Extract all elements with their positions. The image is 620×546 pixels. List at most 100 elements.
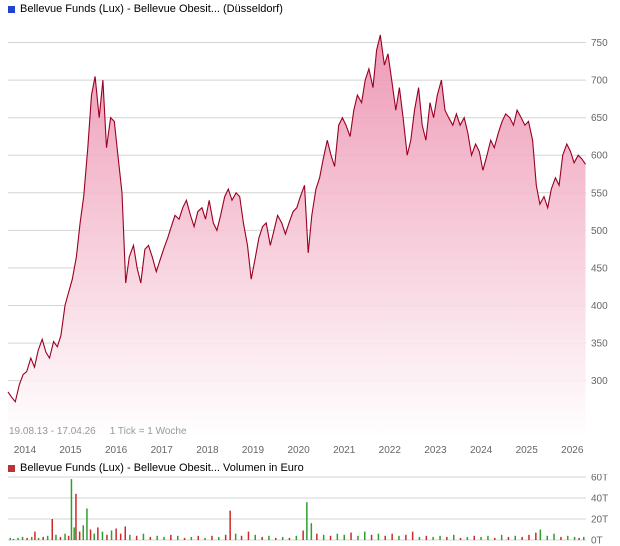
volume-bar xyxy=(364,531,366,540)
volume-bar xyxy=(316,533,318,540)
volume-bar xyxy=(500,534,503,541)
volume-bar xyxy=(487,535,489,540)
volume-bar xyxy=(34,531,36,540)
price-y-tick-label: 700 xyxy=(591,76,608,87)
volume-bar xyxy=(124,526,126,540)
volume-bar xyxy=(405,534,407,541)
volume-bar xyxy=(12,539,15,540)
volume-bar xyxy=(101,531,104,540)
volume-bar xyxy=(295,535,298,540)
volume-bar xyxy=(64,533,66,540)
price-x-tick-label: 2018 xyxy=(196,445,219,456)
volume-bar xyxy=(197,535,199,540)
volume-bar xyxy=(494,537,496,540)
volume-bar xyxy=(86,508,88,540)
volume-bar xyxy=(567,535,569,540)
price-y-tick-label: 300 xyxy=(591,376,608,387)
price-x-tick-label: 2014 xyxy=(14,445,37,456)
price-x-tick-label: 2024 xyxy=(470,445,493,456)
volume-bar xyxy=(553,533,555,540)
volume-bar xyxy=(288,537,291,540)
volume-bar xyxy=(142,533,145,540)
volume-bar xyxy=(17,537,19,540)
volume-bar xyxy=(119,533,122,540)
volume-bar xyxy=(75,493,77,540)
chart-range-annotation: 19.08.13 - 17.04.26 1 Tick = 1 Woche xyxy=(9,426,201,437)
price-x-tick-label: 2025 xyxy=(516,445,539,456)
volume-y-tick-label: 60T xyxy=(591,474,608,484)
price-y-tick-label: 450 xyxy=(591,263,608,274)
volume-bar xyxy=(82,525,84,540)
volume-bar xyxy=(247,531,250,540)
volume-bar xyxy=(302,530,304,540)
volume-bar xyxy=(26,537,28,540)
volume-y-tick-label: 20T xyxy=(591,515,608,526)
volume-bar xyxy=(89,529,92,540)
volume-bar xyxy=(539,529,542,540)
volume-bar xyxy=(583,536,585,540)
volume-bar xyxy=(110,530,113,540)
price-x-tick-label: 2022 xyxy=(379,445,402,456)
volume-bar xyxy=(67,535,70,540)
volume-bar xyxy=(234,533,237,540)
price-x-tick-label: 2021 xyxy=(333,445,356,456)
volume-bar xyxy=(546,535,548,540)
volume-bar xyxy=(224,534,227,541)
volume-y-tick-label: 0T xyxy=(591,536,603,546)
volume-bar xyxy=(170,534,172,541)
volume-bar xyxy=(398,535,400,540)
volume-bar xyxy=(55,534,57,541)
volume-bar xyxy=(190,536,193,540)
price-x-tick-label: 2026 xyxy=(561,445,584,456)
volume-bar xyxy=(59,536,62,540)
volume-bar xyxy=(73,527,75,540)
tick-interval-label: 1 Tick = 1 Woche xyxy=(109,426,187,437)
volume-bar xyxy=(432,536,434,540)
volume-bar xyxy=(149,536,152,540)
price-x-tick-label: 2019 xyxy=(242,445,265,456)
volume-bar xyxy=(254,534,256,541)
volume-bar xyxy=(21,536,24,540)
volume-series-legend-icon xyxy=(8,464,15,472)
volume-bar xyxy=(310,523,313,540)
price-series-line xyxy=(7,34,586,403)
volume-bar xyxy=(480,536,482,540)
volume-bar xyxy=(370,534,373,541)
volume-bar xyxy=(446,536,448,540)
price-x-tick-label: 2020 xyxy=(287,445,310,456)
volume-bar xyxy=(357,535,359,540)
volume-bar xyxy=(97,527,99,540)
price-y-tick-label: 600 xyxy=(591,151,608,162)
price-y-tick-label: 500 xyxy=(591,226,608,237)
volume-bar xyxy=(93,533,95,540)
volume-bar xyxy=(135,535,138,540)
volume-bar xyxy=(42,536,44,540)
volume-bar xyxy=(9,537,11,540)
volume-bar xyxy=(177,535,179,540)
volume-bar xyxy=(466,536,469,540)
price-x-tick-label: 2015 xyxy=(59,445,82,456)
price-series-legend-icon xyxy=(8,5,15,13)
volume-bar xyxy=(350,532,352,540)
volume-bar xyxy=(507,536,510,540)
volume-bar xyxy=(31,536,33,540)
volume-bar xyxy=(521,536,523,540)
volume-bar xyxy=(425,535,428,540)
volume-bar xyxy=(573,536,576,540)
volume-bar xyxy=(439,535,441,540)
volume-bar xyxy=(453,534,455,541)
volume-bar xyxy=(560,536,562,540)
volume-bar xyxy=(240,535,243,540)
volume-bar xyxy=(578,537,580,540)
volume-y-tick-label: 40T xyxy=(591,494,608,505)
volume-bar xyxy=(514,535,516,540)
volume-bar xyxy=(229,510,231,540)
price-x-tick-label: 2017 xyxy=(151,445,174,456)
volume-chart-title: Bellevue Funds (Lux) - Bellevue Obesit..… xyxy=(20,462,304,474)
price-y-tick-label: 650 xyxy=(591,113,608,124)
date-range-label: 19.08.13 - 17.04.26 xyxy=(9,426,96,437)
price-chart-header: Bellevue Funds (Lux) - Bellevue Obesit..… xyxy=(8,3,283,15)
price-chart: 750 700 650 600 550 500 450 400 350 300 2014 2015 20… xyxy=(7,34,608,456)
volume-bar xyxy=(70,479,73,540)
